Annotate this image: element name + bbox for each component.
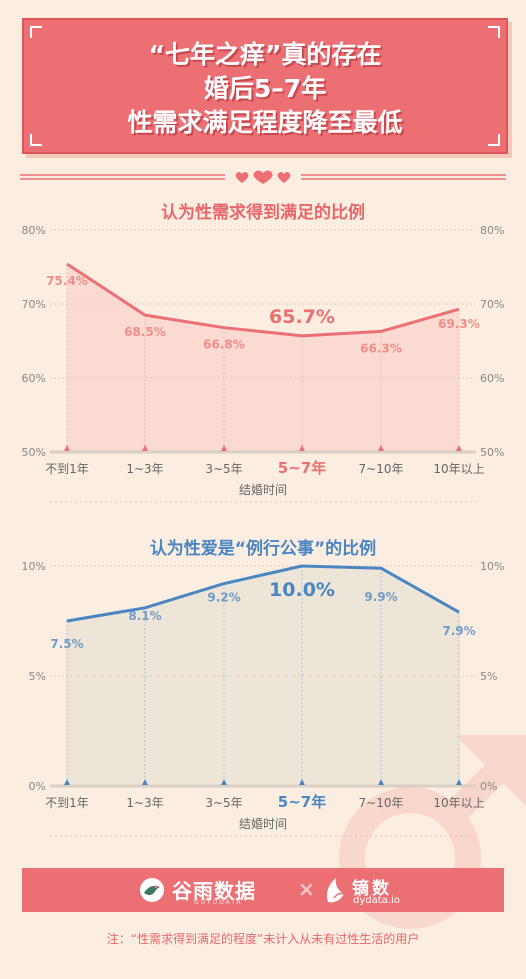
- x-axis-label: 结婚时间: [239, 483, 287, 497]
- baseline-marker: [456, 445, 462, 451]
- series-line: [66, 564, 460, 623]
- data-label-highlight: 65.7%: [269, 306, 335, 328]
- x-tick-label: 不到1年: [45, 462, 89, 476]
- brand1-name: 谷雨数据: [172, 879, 256, 903]
- baseline-marker: [64, 779, 70, 785]
- y-tick-label-left: 80%: [22, 224, 46, 237]
- baseline-marker: [299, 445, 305, 451]
- wing-logo-icon: [327, 878, 345, 903]
- brand2-sub: dydata.io: [353, 895, 400, 906]
- baseline-marker: [221, 779, 227, 785]
- y-tick-label-right: 50%: [480, 446, 504, 459]
- male-symbol-watermark: [339, 735, 526, 929]
- heart-icon: [253, 170, 273, 184]
- baseline-marker: [142, 779, 148, 785]
- data-label: 7.5%: [50, 637, 83, 651]
- header-banner: “七年之痒”真的存在 婚后5–7年 性需求满足程度降至最低: [22, 18, 508, 154]
- brand2-name: 镝数: [352, 879, 392, 899]
- data-label: 75.4%: [46, 274, 88, 288]
- data-label: 69.3%: [438, 317, 480, 331]
- baseline-marker: [221, 445, 227, 451]
- data-label: 68.5%: [124, 325, 166, 339]
- y-tick-label-right: 5%: [480, 670, 497, 683]
- baseline-marker: [378, 445, 384, 451]
- data-label: 8.1%: [128, 609, 161, 623]
- x-axis-label: 结婚时间: [239, 817, 287, 831]
- y-tick-label-right: 0%: [480, 780, 497, 793]
- baseline-marker: [142, 445, 148, 451]
- x-tick-label: 不到1年: [45, 796, 89, 810]
- header-title-line1: “七年之痒”真的存在: [148, 40, 382, 69]
- series-line: [66, 262, 460, 338]
- corner-decoration: [488, 134, 500, 146]
- data-label-highlight: 10.0%: [269, 579, 335, 601]
- chart1-title: 认为性需求得到满足的比例: [161, 203, 365, 223]
- x-tick-label: 5~7年: [278, 459, 326, 477]
- corner-decoration: [30, 134, 42, 146]
- x-tick-label: 1~3年: [126, 462, 163, 476]
- y-tick-label-left: 70%: [22, 298, 46, 311]
- x-tick-label: 1~3年: [126, 796, 163, 810]
- x-tick-label: 10年以上: [433, 462, 484, 476]
- x-tick-label: 7~10年: [359, 462, 404, 476]
- header-title-line2: 婚后5–7年: [203, 74, 327, 103]
- y-tick-label-left: 5%: [29, 670, 46, 683]
- data-label: 9.9%: [364, 590, 397, 604]
- baseline-marker: [64, 445, 70, 451]
- x-tick-label: 5~7年: [278, 793, 326, 811]
- y-tick-label-right: 80%: [480, 224, 504, 237]
- x-tick-label: 3~5年: [205, 796, 242, 810]
- y-tick-label-right: 10%: [480, 560, 504, 573]
- x-tick-label: 10年以上: [433, 796, 484, 810]
- data-label: 66.3%: [360, 341, 402, 355]
- y-tick-label-left: 0%: [29, 780, 46, 793]
- x-tick-label: 7~10年: [359, 796, 404, 810]
- heart-icon: [277, 172, 291, 183]
- corner-decoration: [30, 26, 42, 38]
- area-fill: [67, 264, 459, 452]
- heart-divider: [20, 170, 506, 184]
- baseline-marker: [378, 779, 384, 785]
- y-tick-label-right: 60%: [480, 372, 504, 385]
- chart2-title: 认为性爱是“例行公事”的比例: [149, 539, 377, 559]
- baseline-marker: [299, 779, 305, 785]
- y-tick-label-left: 60%: [22, 372, 46, 385]
- heart-icon: [235, 172, 249, 183]
- y-tick-label-left: 50%: [22, 446, 46, 459]
- logo-separator: ×: [298, 877, 315, 901]
- x-tick-label: 3~5年: [205, 462, 242, 476]
- header-title-line3: 性需求满足程度降至最低: [127, 108, 403, 137]
- footnote: 注：“性需求得到满足的程度”未计入从未有过性生活的用户: [106, 932, 420, 946]
- data-label: 66.8%: [203, 338, 245, 352]
- y-tick-label-right: 70%: [480, 298, 504, 311]
- brand1-sub: GUYUDATA: [194, 899, 243, 906]
- data-label: 9.2%: [207, 591, 240, 605]
- corner-decoration: [488, 26, 500, 38]
- baseline-marker: [456, 779, 462, 785]
- logo-bar: 谷雨数据 GUYUDATA × 镝数 dydata.io: [22, 868, 504, 912]
- bird-logo-icon: [140, 878, 164, 902]
- y-tick-label-left: 10%: [22, 560, 46, 573]
- data-label: 7.9%: [442, 624, 475, 638]
